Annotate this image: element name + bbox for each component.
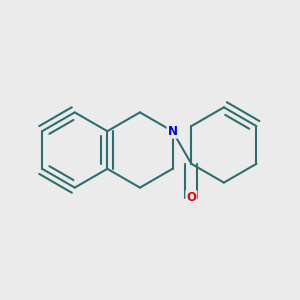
Text: O: O bbox=[186, 191, 196, 204]
Text: N: N bbox=[167, 125, 178, 138]
